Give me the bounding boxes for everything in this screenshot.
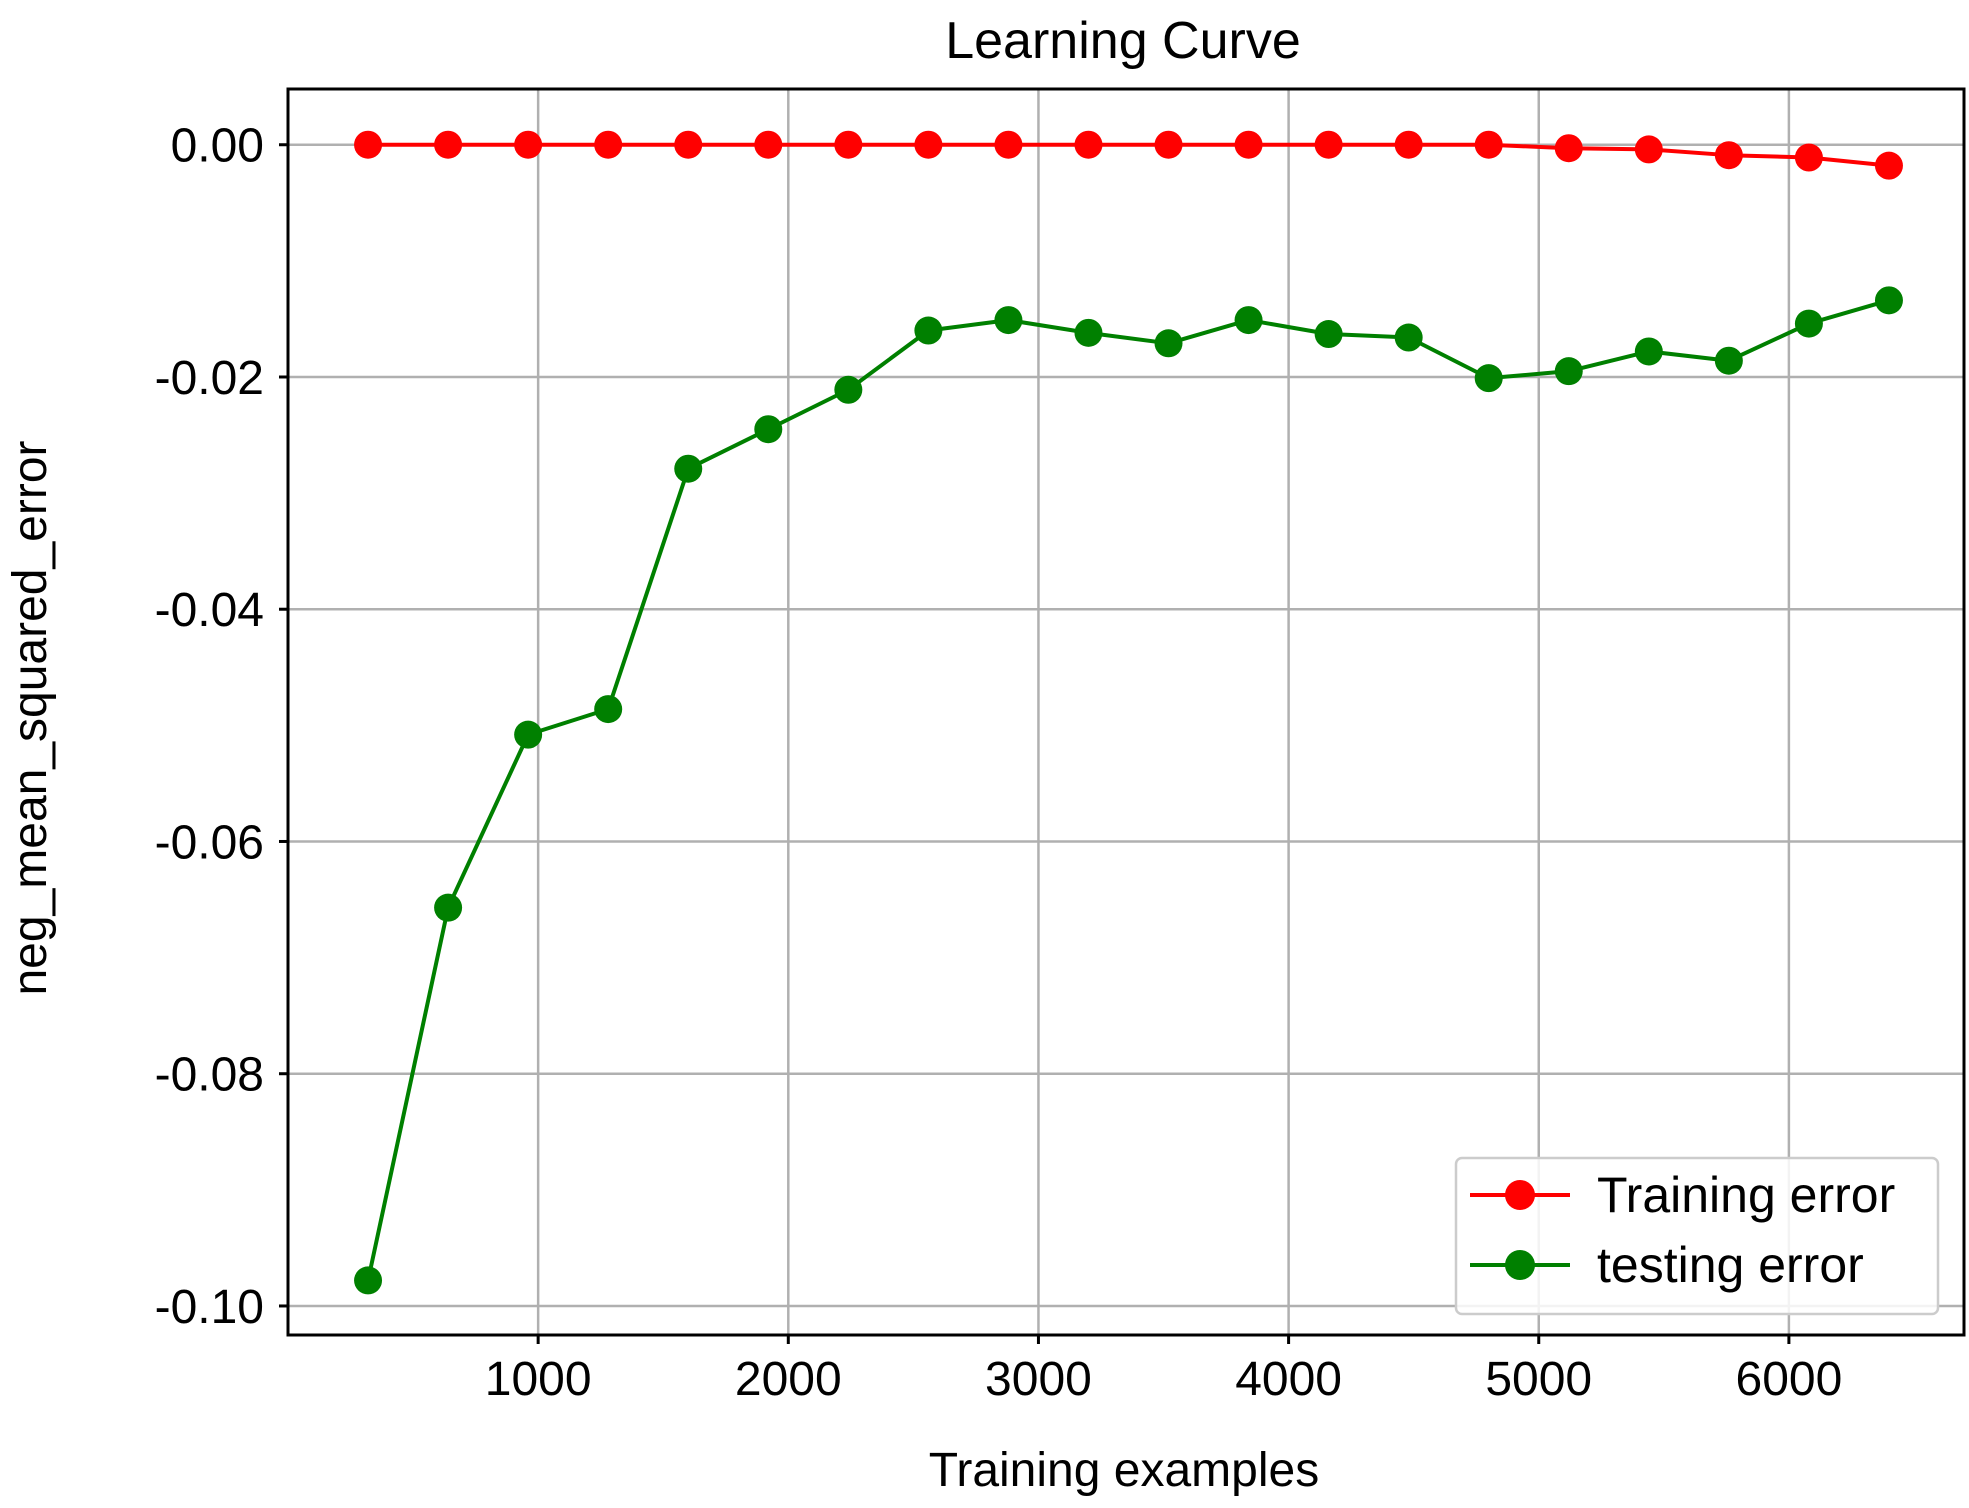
y-axis-ticks: 0.00 -0.02 -0.04 -0.06 -0.08 -0.10 [155, 120, 288, 1334]
x-tick-label: 6000 [1736, 1353, 1843, 1406]
legend-training-label: Training error [1597, 1167, 1895, 1223]
training-error-point [1554, 134, 1583, 163]
testing-error-point [834, 375, 863, 404]
training-error-point [1634, 135, 1663, 164]
y-tick-label: -0.06 [155, 816, 264, 869]
legend-box [1454, 1156, 1940, 1316]
testing-error-point [514, 720, 543, 749]
testing-error-point [1874, 286, 1903, 315]
testing-error-point [914, 316, 943, 345]
training-error-point [1314, 130, 1343, 159]
y-tick-label: -0.10 [155, 1281, 264, 1334]
training-error-point [1794, 143, 1823, 172]
x-axis-ticks: 1000 2000 3000 4000 5000 6000 [485, 1335, 1843, 1406]
grid-lines [288, 89, 1964, 1335]
training-error-point [674, 130, 703, 159]
x-axis-label: Training examples [929, 1444, 1319, 1497]
testing-error-point [1074, 318, 1103, 347]
training-error-point [754, 130, 783, 159]
training-error-point [994, 130, 1023, 159]
y-tick-label: 0.00 [171, 120, 264, 173]
legend-training-marker [1505, 1180, 1535, 1210]
y-tick-label: -0.02 [155, 352, 264, 405]
testing-error-point [754, 415, 783, 444]
legend-testing-label: testing error [1597, 1237, 1864, 1293]
plot-frame [286, 87, 1966, 1337]
chart-title: Learning Curve [945, 12, 1301, 70]
x-tick-label: 2000 [735, 1353, 842, 1406]
testing-error-point [1394, 323, 1423, 352]
testing-error-point [1474, 364, 1503, 393]
testing-error-point [674, 454, 703, 483]
testing-error-point [594, 695, 623, 724]
testing-error-point [1234, 306, 1263, 335]
training-error-point [1154, 130, 1183, 159]
training-error-point [1074, 130, 1103, 159]
testing-error-point [1314, 320, 1343, 349]
testing-error-point [1794, 309, 1823, 338]
testing-error-point [434, 893, 463, 922]
training-error-point [1234, 130, 1263, 159]
x-tick-label: 3000 [985, 1353, 1092, 1406]
training-error-point [514, 130, 543, 159]
testing-error-point [1634, 337, 1663, 366]
testing-error-point [1154, 329, 1183, 358]
testing-error-point [994, 306, 1023, 335]
training-error-point [1874, 151, 1903, 180]
training-error-point [354, 130, 383, 159]
training-error-point [1394, 130, 1423, 159]
training-error-point [1714, 141, 1743, 170]
training-error-point [434, 130, 463, 159]
x-tick-label: 4000 [1235, 1353, 1342, 1406]
legend: Training error testing error [1454, 1156, 1940, 1316]
series-markers [354, 130, 1903, 1295]
x-tick-label: 5000 [1485, 1353, 1592, 1406]
training-error-point [594, 130, 623, 159]
legend-testing-marker [1505, 1250, 1535, 1280]
x-tick-label: 1000 [485, 1353, 592, 1406]
training-error-point [834, 130, 863, 159]
y-tick-label: -0.08 [155, 1049, 264, 1102]
testing-error-point [354, 1266, 383, 1295]
y-axis-label: neg_mean_squared_error [4, 440, 57, 995]
testing-error-line [366, 298, 1890, 1281]
y-tick-label: -0.04 [155, 584, 264, 637]
testing-error-point [1714, 346, 1743, 375]
training-error-point [1474, 130, 1503, 159]
testing-error-point [1554, 357, 1583, 386]
training-error-point [914, 130, 943, 159]
